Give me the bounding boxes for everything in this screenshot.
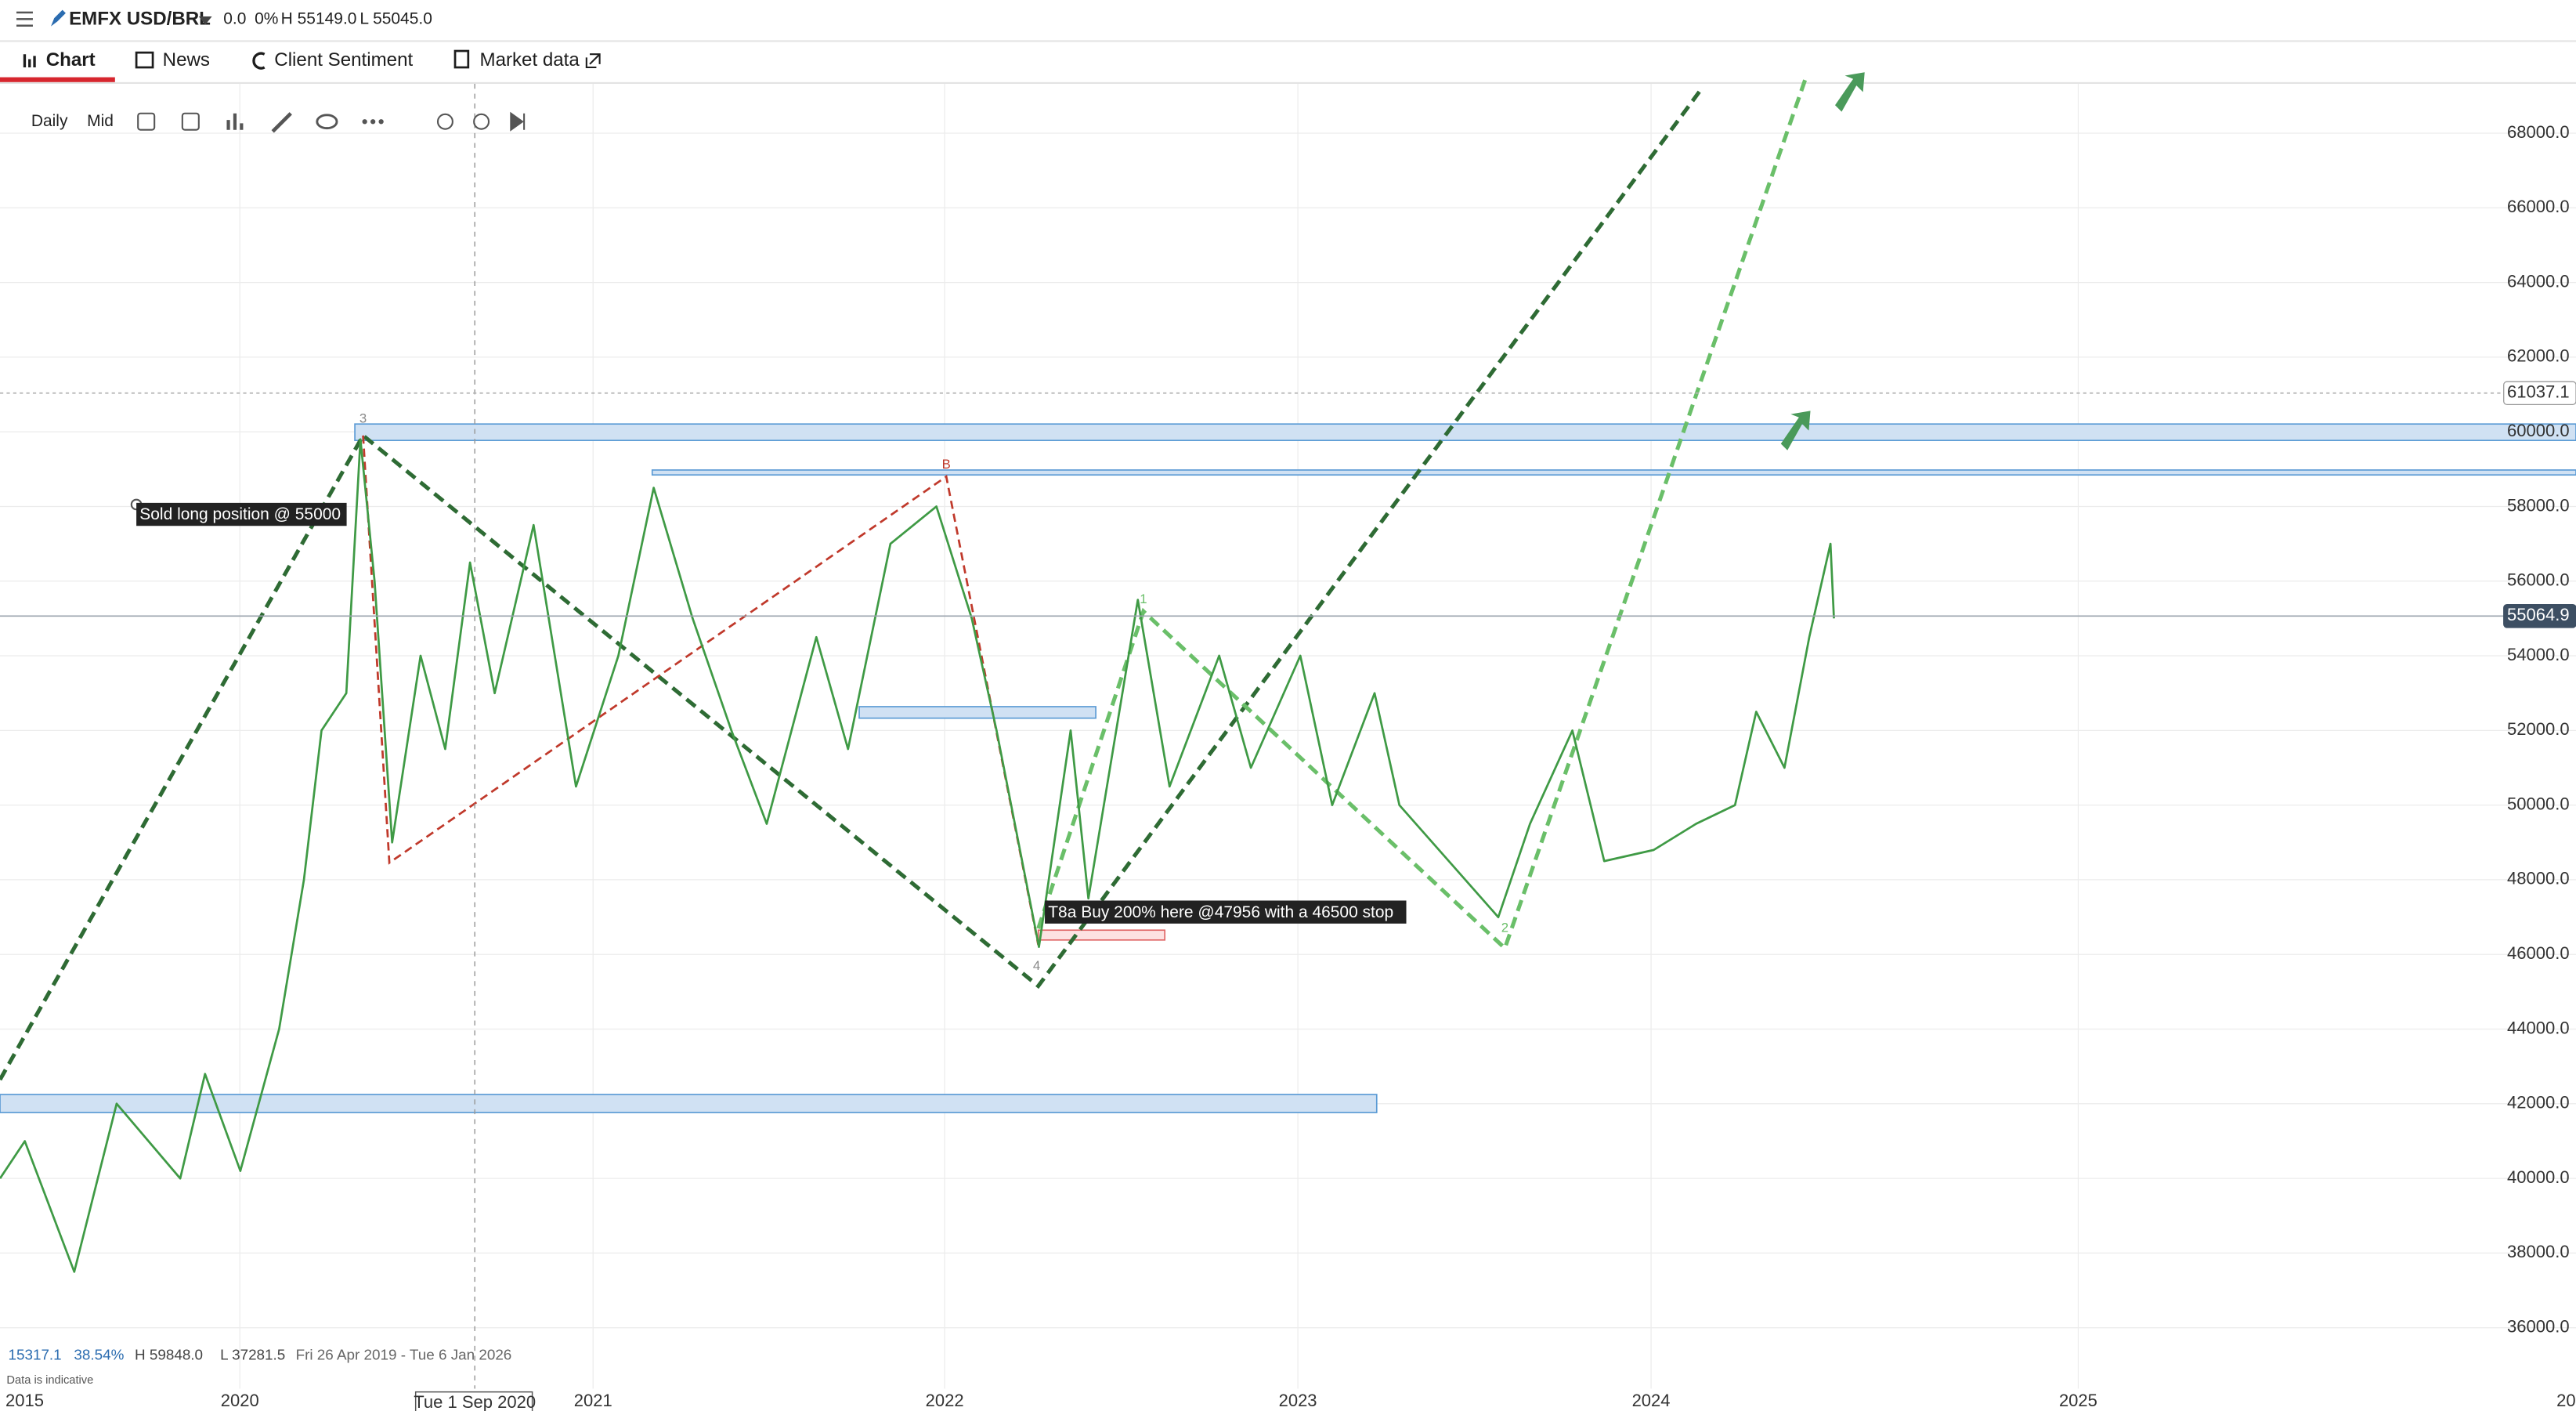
zone-box (858, 706, 1097, 719)
zoom-in-button[interactable] (473, 113, 490, 130)
session-high: H 55149.0 (281, 10, 357, 28)
stat-period: Fri 26 Apr 2019 - Tue 6 Jan 2026 (296, 1346, 512, 1362)
y-tick-label: 64000.0 (2507, 271, 2570, 291)
y-tick-label: 60000.0 (2507, 421, 2570, 440)
toolbar: Daily Mid (31, 111, 526, 133)
scroll-end-button[interactable] (510, 111, 526, 132)
y-tick-label: 68000.0 (2507, 122, 2570, 142)
y-tick-label: 40000.0 (2507, 1167, 2570, 1187)
x-axis-label: 20 (2556, 1391, 2576, 1410)
stat-range: 15317.1 (8, 1346, 61, 1362)
x-axis-label: 2023 (1279, 1391, 1317, 1410)
instrument-dropdown[interactable] (198, 16, 212, 25)
y-tick-label: 42000.0 (2507, 1093, 2570, 1113)
indicator-button[interactable] (137, 112, 156, 131)
interval-button[interactable]: Daily (31, 112, 68, 130)
wave-label: B (942, 457, 951, 472)
tab-chart[interactable]: Chart (23, 49, 96, 71)
chart-type-button[interactable] (226, 113, 244, 130)
data-note: Data is indicative (6, 1374, 93, 1387)
wave-label: 1 (1140, 592, 1147, 606)
arrow (1780, 411, 1811, 450)
x-axis-label: 2015 (5, 1391, 44, 1410)
x-axis-label: 2025 (2059, 1391, 2097, 1410)
wave-label: 4 (1033, 958, 1040, 973)
tab-label[interactable]: News (163, 49, 210, 71)
stat-range-pct: 38.54% (74, 1346, 124, 1362)
annotation-text: T8a Buy 200% here @47956 with a 46500 st… (1048, 903, 1393, 921)
y-tick-label: 50000.0 (2507, 794, 2570, 813)
annotation-box (1045, 900, 1407, 924)
active-tab-indicator (0, 77, 115, 82)
instrument-name[interactable]: EMFX USD/BRL (69, 9, 211, 30)
x-axis-label: 2024 (1632, 1391, 1671, 1410)
price-marker-box (2503, 603, 2576, 628)
stop-box (1037, 929, 1166, 941)
price-marker-label: 61037.1 (2507, 382, 2570, 402)
arrow (1834, 72, 1865, 112)
drawings (0, 72, 2576, 1389)
crosshair-label: Tue 1 Sep 2020 (414, 1392, 536, 1411)
y-tick-label: 52000.0 (2507, 719, 2570, 739)
grid-layer (0, 83, 2576, 1389)
tab-label[interactable]: Market data (479, 49, 580, 71)
change: 0.0 (223, 10, 246, 28)
visibility-button[interactable] (316, 114, 338, 130)
y-tick-label: 38000.0 (2507, 1242, 2570, 1261)
y-tick-label: 56000.0 (2507, 570, 2570, 590)
price-marker-label: 55064.9 (2507, 605, 2570, 624)
x-axis-label: 2021 (574, 1391, 612, 1410)
draw-button[interactable] (271, 112, 292, 133)
menu-button[interactable] (16, 11, 33, 27)
y-tick-label: 44000.0 (2507, 1018, 2570, 1037)
zone-box (0, 1094, 1378, 1113)
tab-label[interactable]: Chart (46, 49, 96, 71)
session-low: L 55045.0 (359, 10, 432, 28)
tab-news[interactable]: News (135, 49, 210, 71)
template-button[interactable] (181, 112, 200, 131)
zone-box (354, 423, 2576, 441)
y-tick-label: 46000.0 (2507, 943, 2570, 963)
y-tick-label: 58000.0 (2507, 495, 2570, 515)
stat-high: H 59848.0 (135, 1346, 203, 1362)
crosshair-label-box (414, 1391, 533, 1411)
annotation-text: Sold long position @ 55000 (139, 505, 341, 523)
zoom-out-button[interactable] (436, 113, 453, 130)
zone-box (651, 469, 2576, 476)
annotation-box (136, 502, 347, 526)
change-pct: 0% (255, 10, 278, 28)
edit-icon[interactable] (51, 9, 66, 27)
tab-market-data[interactable]: Market data (453, 49, 601, 71)
y-tick-label: 66000.0 (2507, 197, 2570, 216)
wave-line (1036, 73, 1809, 952)
tab-label[interactable]: Client Sentiment (274, 49, 413, 71)
price-type-button[interactable]: Mid (87, 112, 114, 130)
stat-low: L 37281.5 (220, 1346, 285, 1362)
price-line (0, 438, 1835, 1273)
wave-label: 3 (359, 411, 367, 425)
plot-layer: 68000.0 66000.0 64000.0 62000.0 60000.0 58000… (0, 122, 2576, 1411)
price-marker-box (2503, 381, 2576, 406)
wave-label: 2 (1501, 921, 1508, 935)
tab-client-sentiment[interactable]: Client Sentiment (252, 49, 414, 71)
y-tick-label: 48000.0 (2507, 869, 2570, 888)
y-tick-label: 36000.0 (2507, 1317, 2570, 1337)
x-axis-label: 2022 (926, 1391, 964, 1410)
wave-line (0, 89, 1703, 1081)
x-axis-label: 2020 (221, 1391, 259, 1410)
more-button[interactable] (362, 119, 384, 125)
y-tick-label: 54000.0 (2507, 645, 2570, 664)
y-tick-label: 62000.0 (2507, 346, 2570, 366)
